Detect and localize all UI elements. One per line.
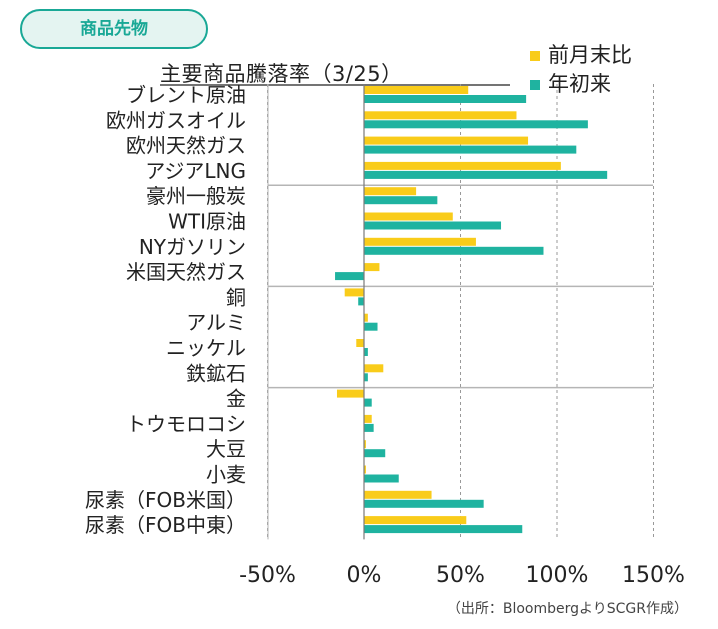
- category-label-7: 米国天然ガス: [126, 260, 246, 284]
- category-label-11: 鉄鉱石: [186, 361, 246, 385]
- category-label-13: トウモロコシ: [126, 412, 246, 436]
- category-label-8: 銅: [226, 285, 246, 309]
- category-label-12: 金: [226, 387, 246, 411]
- bar-monthly-13: [364, 414, 372, 423]
- category-label-17: 尿素（FOB中東）: [85, 513, 246, 537]
- bar-ytd-8: [358, 297, 364, 306]
- bar-monthly-11: [364, 364, 384, 373]
- bar-ytd-13: [364, 423, 374, 432]
- bar-ytd-6: [364, 246, 544, 255]
- category-label-0: ブレント原油: [126, 83, 246, 107]
- category-label-6: NYガソリン: [139, 235, 246, 259]
- category-label-14: 大豆: [206, 437, 246, 461]
- bar-monthly-10: [356, 339, 364, 347]
- bar-ytd-1: [364, 120, 588, 129]
- category-label-1: 欧州ガスオイル: [106, 108, 246, 132]
- bar-ytd-3: [364, 170, 608, 179]
- bar-monthly-6: [364, 237, 476, 246]
- bar-monthly-14: [364, 440, 366, 449]
- bar-ytd-2: [364, 145, 577, 154]
- bar-ytd-12: [364, 398, 372, 407]
- bar-ytd-11: [364, 373, 368, 382]
- bar-ytd-10: [364, 348, 368, 356]
- section-badge: 商品先物: [20, 9, 208, 49]
- bar-monthly-5: [364, 212, 453, 221]
- source-note: （出所：BloombergよりSCGR作成）: [446, 601, 688, 617]
- category-label-16: 尿素（FOB米国）: [85, 488, 246, 512]
- legend-label-monthly: 前月末比: [548, 43, 632, 67]
- chart-title: 主要商品騰落率（3/25）: [160, 62, 403, 86]
- category-label-10: ニッケル: [166, 336, 246, 360]
- category-label-9: アルミ: [186, 311, 246, 335]
- legend-swatch-monthly: [530, 51, 540, 61]
- legend-label-ytd: 年初来: [548, 72, 611, 96]
- bar-monthly-4: [364, 187, 417, 196]
- bar-monthly-2: [364, 136, 529, 145]
- bar-ytd-7: [335, 272, 364, 281]
- bar-monthly-3: [364, 161, 561, 170]
- category-label-4: 豪州一般炭: [146, 184, 246, 208]
- bar-monthly-15: [364, 465, 366, 474]
- bar-ytd-16: [364, 499, 484, 508]
- bar-monthly-0: [364, 86, 469, 94]
- category-label-2: 欧州天然ガス: [126, 134, 246, 158]
- bar-ytd-15: [364, 474, 399, 483]
- x-tick-label-3: 100%: [526, 563, 589, 588]
- bar-ytd-5: [364, 221, 502, 230]
- bar-monthly-8: [344, 288, 364, 297]
- x-tick-label-2: 50%: [436, 563, 485, 588]
- bar-ytd-0: [364, 95, 527, 103]
- bar-monthly-1: [364, 111, 517, 120]
- legend-swatch-ytd: [530, 80, 540, 90]
- bar-ytd-9: [364, 322, 378, 331]
- bar-monthly-17: [364, 516, 467, 525]
- x-tick-label-4: 150%: [622, 563, 685, 588]
- bar-monthly-16: [364, 490, 432, 499]
- bar-monthly-9: [364, 313, 368, 322]
- category-label-15: 小麦: [206, 463, 246, 487]
- x-tick-label-0: -50%: [239, 563, 296, 588]
- x-tick-label-1: 0%: [347, 563, 382, 588]
- bar-ytd-4: [364, 196, 438, 205]
- category-label-5: WTI原油: [168, 210, 246, 234]
- bar-monthly-7: [364, 263, 380, 272]
- bar-ytd-17: [364, 525, 523, 534]
- bar-monthly-12: [336, 389, 364, 398]
- category-label-3: アジアLNG: [145, 159, 246, 183]
- bar-ytd-14: [364, 449, 386, 458]
